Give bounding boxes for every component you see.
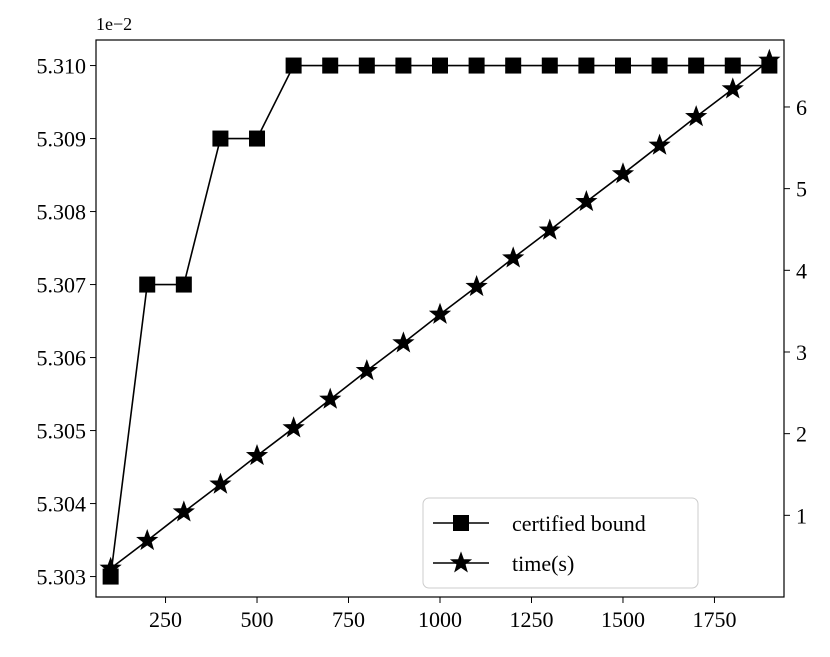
legend-label-certified-bound: certified bound [512, 511, 646, 536]
data-point-square [432, 57, 448, 74]
y-offset-label: 1e−2 [96, 14, 132, 34]
series-layer [99, 48, 781, 585]
data-point-star [611, 162, 635, 184]
right-y-tick-label: 3 [796, 340, 807, 365]
data-point-square [651, 57, 668, 74]
data-point-square [212, 130, 229, 147]
data-point-star [99, 556, 122, 578]
data-point-star [319, 387, 342, 409]
data-point-square [578, 57, 595, 74]
legend-entry-certified-bound: certified bound [433, 511, 646, 536]
data-point-square [395, 57, 412, 74]
left-y-axis: 5.303 5.304 5.305 5.306 5.307 5.308 5.309 5.310 [37, 54, 96, 590]
data-point-star [758, 48, 781, 70]
left-y-tick-label: 5.303 [37, 565, 87, 590]
data-point-star [428, 302, 452, 324]
x-axis: 250 500 750 1000 1250 1500 1750 [149, 597, 736, 632]
data-point-star [282, 416, 305, 438]
data-point-star [465, 274, 488, 297]
x-tick-label: 1750 [692, 607, 736, 632]
right-y-tick-label: 2 [796, 422, 807, 447]
data-point-star [721, 77, 744, 99]
left-y-tick-label: 5.305 [37, 419, 87, 444]
right-y-axis: 1 2 3 4 5 6 [784, 95, 807, 528]
right-y-tick-label: 5 [796, 177, 807, 202]
data-point-square [139, 276, 156, 293]
data-point-star [538, 218, 561, 240]
legend-entry-time: time(s) [433, 551, 574, 576]
data-point-square [175, 276, 192, 293]
data-point-square [505, 57, 522, 74]
legend-label-time: time(s) [512, 551, 574, 576]
x-tick-label: 1500 [601, 607, 645, 632]
x-tick-label: 1000 [418, 607, 462, 632]
data-point-star [209, 472, 232, 494]
right-y-tick-label: 4 [796, 258, 807, 283]
data-point-square [541, 57, 558, 74]
x-tick-label: 750 [332, 607, 365, 632]
left-y-tick-label: 5.308 [37, 200, 87, 225]
legend-box [422, 497, 699, 589]
left-y-tick-label: 5.307 [37, 273, 87, 298]
data-point-square [322, 57, 339, 74]
data-point-star [685, 105, 708, 127]
legend-marker-star [449, 551, 473, 573]
x-tick-label: 250 [149, 607, 182, 632]
data-point-square [249, 130, 266, 147]
left-y-tick-label: 5.310 [37, 54, 87, 79]
data-point-star [648, 133, 671, 155]
data-point-square [285, 57, 302, 74]
data-point-star [136, 528, 159, 551]
legend: certified bound time(s) [422, 497, 699, 589]
x-tick-label: 1250 [509, 607, 553, 632]
data-point-star [245, 444, 269, 466]
right-y-tick-label: 6 [796, 95, 807, 120]
legend-marker-square [453, 515, 469, 531]
data-point-star [392, 331, 415, 353]
data-point-star [355, 359, 378, 381]
left-y-tick-label: 5.309 [37, 127, 87, 152]
data-point-star [172, 500, 195, 522]
data-point-square [688, 57, 705, 74]
right-y-tick-label: 1 [796, 503, 807, 528]
data-point-square [468, 57, 485, 74]
left-y-tick-label: 5.304 [37, 492, 87, 517]
plot-frame [95, 39, 785, 598]
data-point-star [575, 190, 598, 212]
data-point-square [724, 57, 741, 74]
data-point-square [614, 57, 631, 74]
data-point-square [358, 57, 375, 74]
left-y-tick-label: 5.306 [37, 346, 87, 371]
data-point-star [502, 246, 525, 268]
x-tick-label: 500 [241, 607, 274, 632]
